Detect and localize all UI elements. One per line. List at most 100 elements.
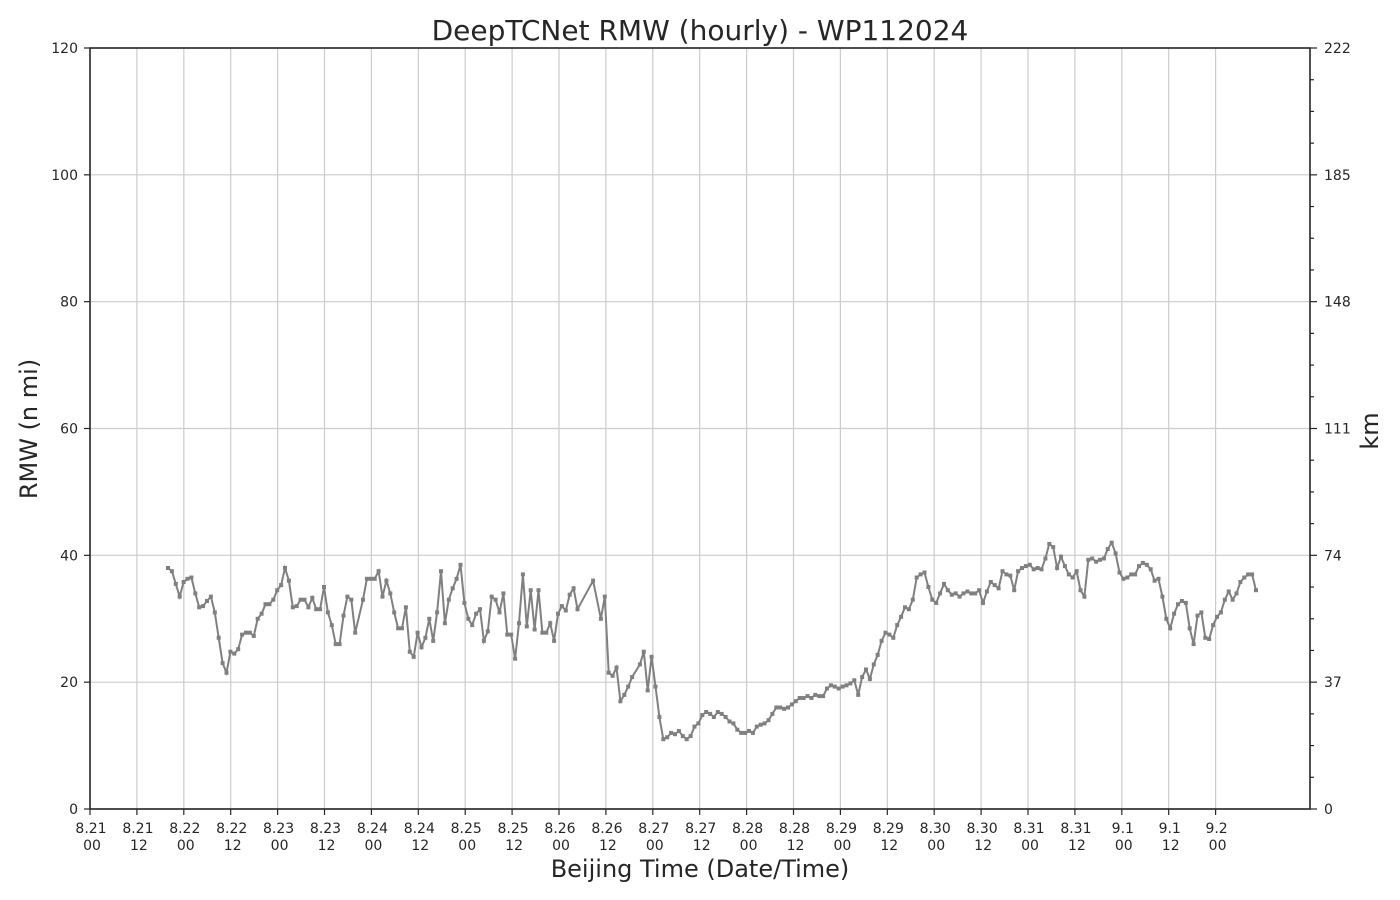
data-point — [505, 632, 510, 637]
data-point — [883, 630, 888, 635]
data-point — [263, 602, 268, 607]
data-point — [341, 613, 346, 618]
data-point — [306, 605, 311, 610]
data-point — [310, 595, 315, 600]
x-tick-hour-label: 12 — [974, 838, 992, 854]
data-point — [1187, 626, 1192, 631]
tick-labels: 020406080100120037741111481852228.21008.… — [51, 41, 1350, 854]
data-point — [259, 611, 264, 616]
data-point — [318, 607, 323, 612]
data-point — [1222, 597, 1227, 602]
x-tick-date-label: 8.21 — [75, 821, 106, 837]
data-point — [622, 692, 627, 697]
data-point — [1023, 564, 1028, 569]
data-point — [407, 649, 412, 654]
data-point — [1152, 578, 1157, 583]
data-point — [1144, 562, 1149, 567]
x-tick-date-label: 8.29 — [826, 821, 857, 837]
data-point — [610, 673, 615, 678]
data-point — [598, 616, 603, 621]
data-point — [973, 591, 978, 596]
data-point — [727, 719, 732, 724]
data-point — [735, 727, 740, 732]
data-point — [602, 594, 607, 599]
x-tick-date-label: 8.26 — [544, 821, 575, 837]
x-tick-hour-label: 12 — [130, 838, 148, 854]
x-tick-hour-label: 00 — [458, 838, 476, 854]
data-point — [286, 578, 291, 583]
data-point — [177, 594, 182, 599]
data-point — [692, 724, 697, 729]
data-point — [423, 635, 428, 640]
data-point — [867, 677, 872, 681]
data-point — [766, 718, 771, 723]
data-point — [657, 715, 662, 719]
data-point — [224, 670, 229, 675]
data-point — [895, 623, 900, 628]
data-point — [1012, 588, 1017, 593]
data-point — [376, 569, 381, 574]
data-point — [1070, 575, 1075, 580]
data-point — [528, 588, 533, 593]
data-point — [645, 688, 650, 693]
y-right-tick-label: 111 — [1324, 422, 1351, 438]
data-point — [852, 678, 857, 683]
data-point — [1129, 572, 1134, 577]
x-tick-hour-label: 12 — [1162, 838, 1180, 854]
data-point — [1218, 610, 1223, 615]
data-point — [345, 594, 350, 599]
data-point — [540, 630, 545, 635]
x-tick-date-label: 8.25 — [451, 821, 482, 837]
data-point — [641, 649, 646, 654]
data-point — [364, 576, 369, 581]
data-point — [1176, 602, 1180, 607]
data-point — [166, 566, 170, 570]
data-point — [1140, 560, 1145, 565]
x-tick-date-label: 8.24 — [357, 821, 388, 837]
x-tick-date-label: 8.23 — [263, 821, 294, 837]
data-point — [1179, 599, 1184, 603]
data-point — [684, 737, 689, 742]
data-point — [1098, 557, 1102, 562]
data-point — [1086, 557, 1091, 562]
data-point — [1109, 540, 1114, 545]
data-point — [688, 734, 693, 739]
data-point — [325, 610, 330, 615]
data-point — [1059, 554, 1063, 559]
data-point — [466, 616, 471, 621]
data-point — [910, 597, 915, 602]
data-point — [1020, 566, 1024, 570]
data-point — [996, 586, 1001, 591]
data-point — [446, 597, 451, 602]
data-point — [1090, 556, 1095, 561]
data-point — [1164, 616, 1169, 621]
data-point — [813, 692, 818, 697]
data-point — [220, 661, 225, 666]
data-point — [548, 621, 553, 626]
data-point — [520, 572, 525, 577]
data-point — [290, 605, 295, 610]
data-point — [879, 638, 884, 643]
data-point — [185, 576, 190, 581]
data-point — [1195, 613, 1200, 618]
x-tick-hour-label: 00 — [364, 838, 382, 854]
data-point — [961, 591, 966, 596]
x-tick-date-label: 8.30 — [920, 821, 951, 837]
data-point — [197, 605, 202, 610]
data-point — [614, 665, 619, 670]
data-point — [501, 591, 506, 596]
data-point — [1242, 575, 1247, 580]
data-point — [864, 667, 868, 672]
data-point — [1137, 564, 1141, 569]
y-right-tick-label: 0 — [1324, 802, 1333, 818]
x-tick-hour-label: 00 — [177, 838, 195, 854]
data-point — [1207, 637, 1212, 641]
data-point — [965, 589, 970, 594]
data-point — [789, 702, 794, 707]
data-point — [1043, 556, 1048, 561]
data-point — [513, 656, 518, 661]
data-point — [942, 581, 946, 586]
data-point — [887, 632, 892, 637]
data-point — [388, 591, 393, 596]
